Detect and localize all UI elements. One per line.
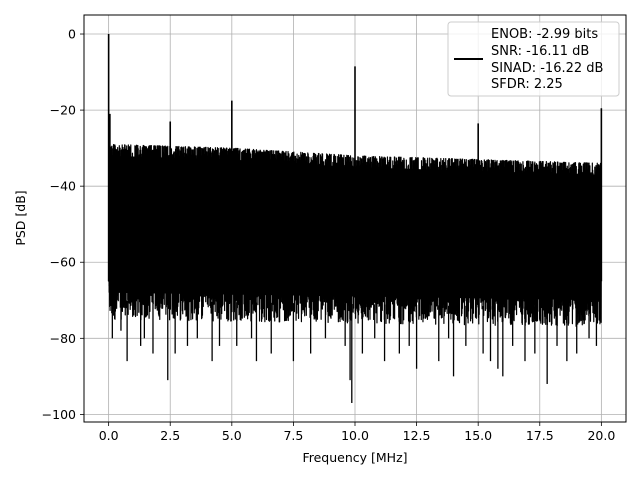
- x-tick-label: 7.5: [283, 428, 303, 443]
- x-axis-ticks: 0.0 2.5 5.0 7.5 10.0 12.5 15.0 17.5 20.0: [99, 422, 615, 443]
- legend-snr: SNR: -16.11 dB: [491, 44, 589, 59]
- y-tick-label: −80: [50, 331, 76, 346]
- x-tick-label: 10.0: [341, 428, 369, 443]
- y-tick-label: −60: [50, 255, 76, 270]
- x-tick-label: 20.0: [587, 428, 615, 443]
- x-tick-label: 5.0: [222, 428, 242, 443]
- x-tick-label: 2.5: [160, 428, 180, 443]
- legend-sfdr: SFDR: 2.25: [491, 77, 563, 92]
- y-tick-label: −40: [50, 179, 76, 194]
- x-tick-label: 17.5: [526, 428, 554, 443]
- y-tick-label: −20: [50, 103, 76, 118]
- legend: ENOB: -2.99 bits SNR: -16.11 dB SINAD: -…: [447, 21, 620, 97]
- y-axis-title: PSD [dB]: [13, 190, 28, 245]
- legend-sinad: SINAD: -16.22 dB: [491, 61, 603, 76]
- y-tick-label: 0: [68, 27, 76, 42]
- x-tick-label: 0.0: [99, 428, 119, 443]
- y-axis-ticks: 0 −20 −40 −60 −80 −100: [42, 27, 84, 422]
- y-tick-label: −100: [42, 407, 76, 422]
- legend-box: [447, 21, 620, 97]
- x-axis-title: Frequency [MHz]: [302, 450, 407, 465]
- plot-area: [107, 34, 603, 403]
- series-psd: [107, 34, 603, 403]
- x-tick-label: 12.5: [403, 428, 431, 443]
- legend-enob: ENOB: -2.99 bits: [491, 27, 598, 42]
- x-tick-label: 15.0: [464, 428, 492, 443]
